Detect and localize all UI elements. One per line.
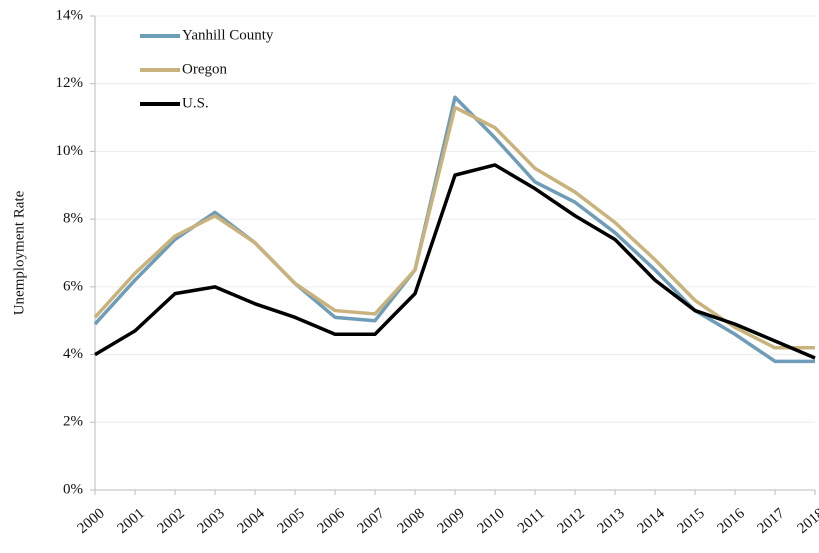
legend-label: U.S. xyxy=(182,95,209,111)
y-tick-label: 10% xyxy=(56,143,84,159)
x-tick-label: 2011 xyxy=(515,505,548,536)
x-tick-label: 2007 xyxy=(355,505,389,537)
y-tick-label: 2% xyxy=(63,414,83,430)
x-tick-label: 2001 xyxy=(115,505,148,537)
x-tick-label: 2000 xyxy=(75,505,108,537)
series-line xyxy=(94,163,816,360)
y-tick-label: 8% xyxy=(63,211,83,227)
x-tick-label: 2002 xyxy=(155,505,188,537)
legend-label: Yanhill County xyxy=(182,27,274,43)
legend-label: Oregon xyxy=(182,61,227,77)
x-tick-label: 2013 xyxy=(595,505,628,537)
x-tick-label: 2004 xyxy=(235,505,269,537)
y-axis-label: Unemployment Rate xyxy=(11,190,27,315)
series-line xyxy=(93,95,815,364)
x-tick-label: 2006 xyxy=(315,505,349,537)
x-tick-label: 2015 xyxy=(675,505,708,537)
x-tick-label: 2005 xyxy=(275,505,308,537)
x-tick-label: 2008 xyxy=(395,505,428,537)
y-tick-label: 4% xyxy=(63,346,83,362)
y-tick-label: 14% xyxy=(56,7,84,23)
x-tick-label: 2003 xyxy=(195,505,228,537)
y-tick-label: 6% xyxy=(63,278,83,294)
x-tick-label: 2009 xyxy=(435,505,468,537)
x-tick-label: 2010 xyxy=(475,505,508,537)
x-tick-label: 2012 xyxy=(555,505,588,537)
x-tick-label: 2016 xyxy=(715,505,749,537)
series-line xyxy=(93,105,815,350)
x-tick-label: 2017 xyxy=(755,505,789,537)
x-tick-label: 2018 xyxy=(795,505,819,537)
y-tick-label: 0% xyxy=(63,481,83,497)
y-tick-label: 12% xyxy=(56,75,84,91)
x-tick-label: 2014 xyxy=(635,505,669,537)
